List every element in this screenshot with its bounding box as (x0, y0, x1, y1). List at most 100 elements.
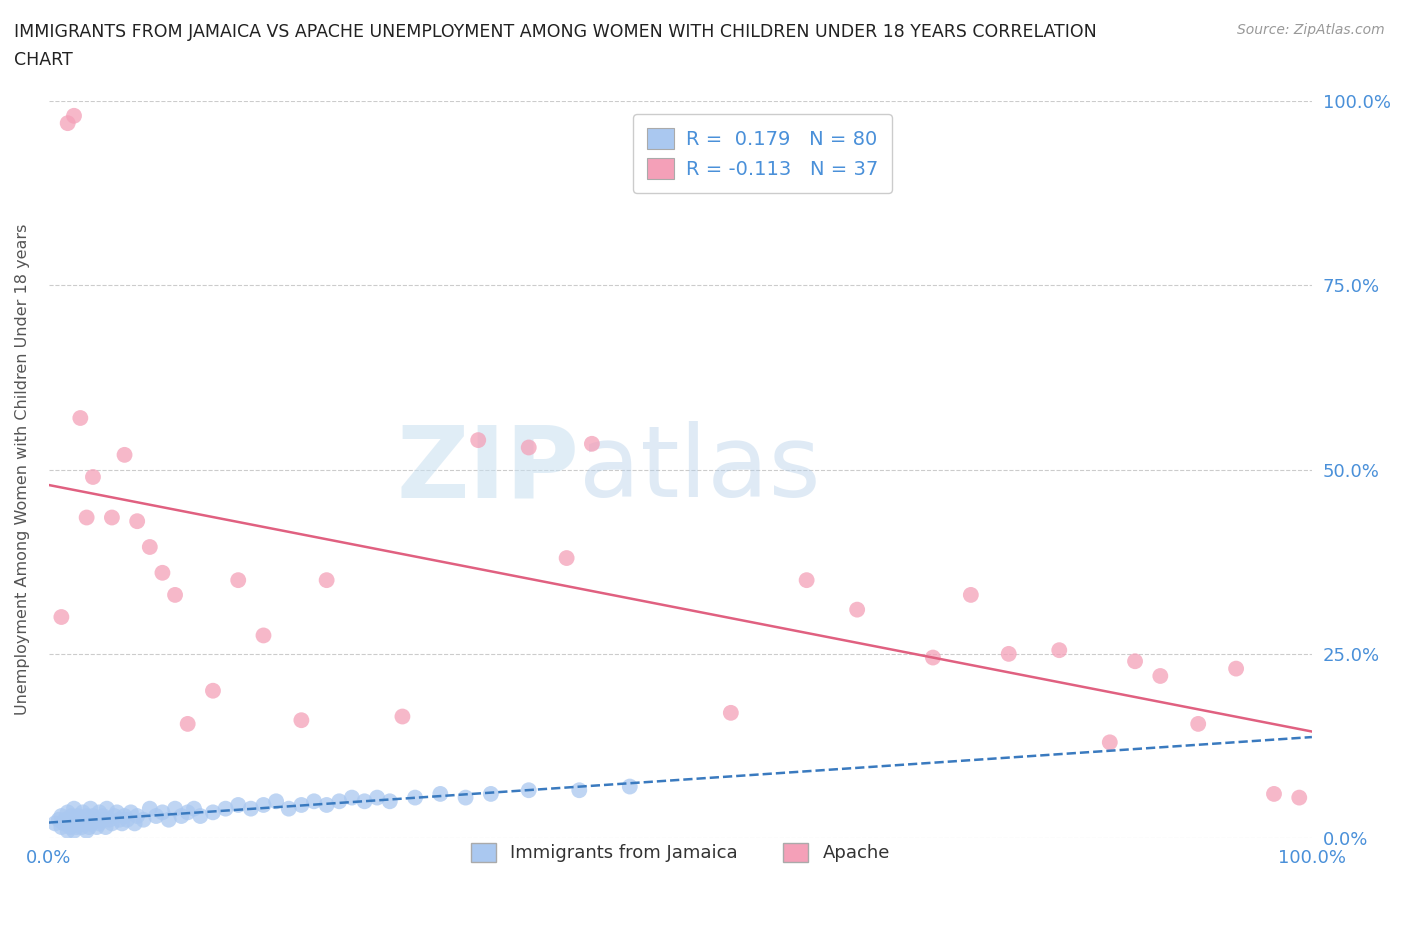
Point (96, 802, 118, 817)
Point (82, 470, 104, 485)
Point (89, 804, 111, 819)
Point (170, 808, 193, 823)
Point (56, 804, 79, 819)
Point (120, 804, 142, 819)
Point (429, 787, 451, 802)
Point (66, 808, 89, 823)
Point (183, 802, 205, 817)
Point (108, 812, 131, 827)
Point (90, 812, 112, 827)
Point (252, 798, 274, 813)
Point (568, 783, 591, 798)
Text: ZIP: ZIP (396, 421, 579, 518)
Point (80, 816, 103, 830)
Point (997, 646, 1019, 661)
Point (63, 802, 86, 817)
Point (353, 794, 375, 809)
Point (63, 823, 86, 838)
Text: Source: ZipAtlas.com: Source: ZipAtlas.com (1237, 23, 1385, 37)
Point (48, 812, 70, 827)
Point (65, 819, 87, 834)
Point (277, 802, 299, 817)
Point (72, 804, 94, 819)
Point (846, 603, 869, 618)
Text: atlas: atlas (579, 421, 821, 518)
Point (127, 513, 149, 528)
Point (76, 510, 98, 525)
Point (366, 790, 388, 805)
Point (86, 819, 108, 834)
Point (922, 650, 945, 665)
Point (1149, 669, 1171, 684)
Point (165, 588, 187, 603)
Y-axis label: Unemployment Among Women with Children Under 18 years: Unemployment Among Women with Children U… (15, 224, 30, 715)
Point (720, 705, 742, 720)
Point (1098, 735, 1121, 750)
Point (69, 812, 91, 827)
Point (76, 808, 98, 823)
Point (53, 812, 76, 827)
Point (145, 808, 167, 823)
Point (1047, 643, 1070, 658)
Point (201, 684, 224, 698)
Point (105, 804, 128, 819)
Point (56, 115, 79, 130)
Point (188, 808, 211, 823)
Point (165, 802, 187, 817)
Point (340, 790, 363, 805)
Point (252, 628, 274, 643)
Point (59, 819, 82, 834)
Point (176, 716, 198, 731)
Point (62, 816, 84, 830)
Point (581, 436, 603, 451)
Point (479, 787, 502, 802)
Point (51, 808, 73, 823)
Point (302, 794, 325, 809)
Point (124, 816, 146, 830)
Point (77, 812, 100, 827)
Point (89, 816, 111, 830)
Point (82, 808, 104, 823)
Point (91, 808, 114, 823)
Point (201, 804, 224, 819)
Point (58, 812, 80, 827)
Text: CHART: CHART (14, 51, 73, 69)
Point (315, 573, 337, 588)
Point (69, 410, 91, 425)
Point (70, 819, 93, 834)
Point (517, 440, 540, 455)
Point (176, 804, 198, 819)
Point (101, 816, 124, 830)
Point (226, 573, 249, 588)
Point (111, 816, 134, 830)
Point (467, 432, 489, 447)
Point (114, 808, 136, 823)
Point (44, 816, 66, 830)
Point (94, 819, 117, 834)
Point (60, 808, 83, 823)
Point (139, 539, 162, 554)
Point (378, 794, 401, 809)
Point (391, 709, 413, 724)
Point (152, 804, 174, 819)
Point (139, 802, 162, 817)
Point (132, 812, 155, 827)
Point (152, 565, 174, 580)
Point (315, 798, 337, 813)
Point (328, 794, 350, 809)
Point (114, 447, 136, 462)
Point (83, 812, 105, 827)
Point (51, 609, 73, 624)
Text: IMMIGRANTS FROM JAMAICA VS APACHE UNEMPLOYMENT AMONG WOMEN WITH CHILDREN UNDER 1: IMMIGRANTS FROM JAMAICA VS APACHE UNEMPL… (14, 23, 1097, 41)
Point (290, 798, 312, 813)
Point (63, 109, 86, 124)
Point (67, 816, 90, 830)
Point (1123, 654, 1146, 669)
Point (1263, 787, 1285, 802)
Point (103, 808, 125, 823)
Point (517, 783, 540, 798)
Point (239, 802, 262, 817)
Point (619, 779, 641, 794)
Point (454, 790, 477, 805)
Point (1187, 716, 1209, 731)
